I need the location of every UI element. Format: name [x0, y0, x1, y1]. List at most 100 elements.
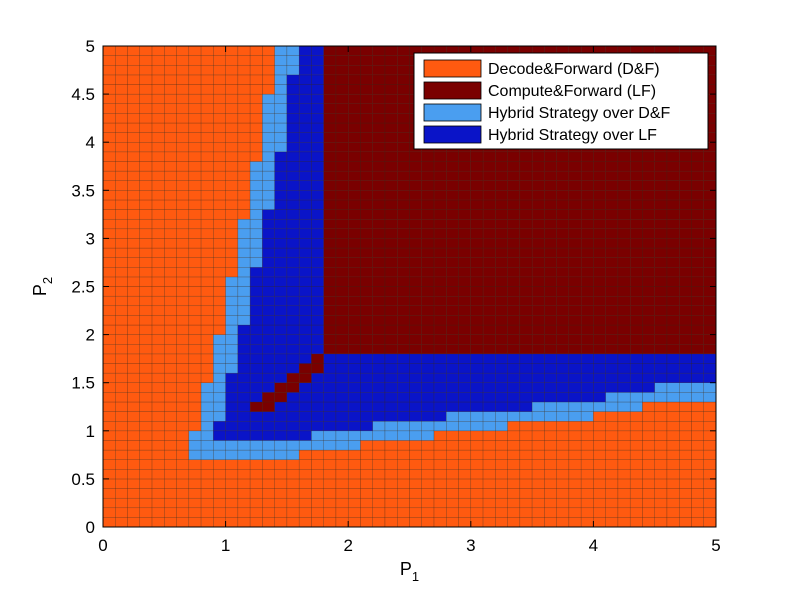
heatmap-cell — [666, 517, 680, 528]
heatmap-cell — [409, 199, 423, 210]
heatmap-cell — [127, 420, 141, 432]
heatmap-cell — [678, 343, 692, 355]
heatmap-cell — [164, 324, 177, 335]
heatmap-cell — [298, 141, 312, 153]
heatmap-cell — [298, 392, 312, 403]
heatmap-cell — [568, 218, 582, 230]
heatmap-cell — [703, 382, 717, 393]
heatmap-cell — [323, 84, 337, 95]
heatmap-cell — [372, 449, 386, 460]
heatmap-cell — [409, 276, 423, 287]
heatmap-cell — [213, 324, 226, 335]
heatmap-cell — [176, 411, 190, 422]
heatmap-cell — [262, 65, 275, 76]
heatmap-cell — [519, 517, 533, 528]
heatmap-cell — [347, 74, 361, 85]
heatmap-cell — [409, 420, 423, 432]
heatmap-cell — [605, 286, 619, 297]
heatmap-cell — [433, 353, 447, 364]
heatmap-cell — [102, 401, 116, 412]
heatmap-cell — [580, 497, 594, 509]
heatmap-cell — [372, 469, 386, 480]
heatmap-cell — [605, 267, 619, 278]
heatmap-cell — [262, 93, 275, 104]
heatmap-cell — [568, 238, 582, 249]
heatmap-cell — [654, 488, 668, 499]
heatmap-cell — [446, 334, 459, 345]
heatmap-cell — [433, 363, 447, 374]
heatmap-cell — [593, 430, 606, 441]
heatmap-cell — [556, 507, 570, 518]
heatmap-cell — [409, 305, 423, 316]
heatmap-cell — [323, 257, 337, 268]
heatmap-cell — [495, 324, 508, 335]
heatmap-cell — [164, 180, 177, 191]
heatmap-cell — [188, 392, 202, 403]
heatmap-cell — [274, 132, 288, 143]
heatmap-cell — [323, 372, 337, 383]
heatmap-cell — [544, 247, 557, 258]
heatmap-cell — [703, 267, 717, 278]
heatmap-cell — [507, 170, 521, 181]
heatmap-cell — [409, 353, 423, 364]
heatmap-cell — [617, 170, 631, 181]
heatmap-cell — [164, 497, 177, 509]
heatmap-cell — [127, 267, 141, 278]
heatmap-cell — [200, 276, 214, 287]
heatmap-cell — [495, 276, 508, 287]
heatmap-cell — [433, 218, 447, 230]
heatmap-cell — [703, 257, 717, 268]
heatmap-cell — [556, 517, 570, 528]
heatmap-cell — [433, 324, 447, 335]
heatmap-cell — [507, 401, 521, 412]
heatmap-cell — [102, 267, 116, 278]
heatmap-cell — [372, 267, 386, 278]
heatmap-cell — [605, 343, 619, 355]
heatmap-cell — [397, 449, 410, 460]
heatmap-cell — [262, 199, 275, 210]
heatmap-cell — [286, 238, 300, 249]
heatmap-cell — [691, 488, 705, 499]
heatmap-cell — [519, 411, 533, 422]
heatmap-cell — [200, 218, 214, 230]
heatmap-cell — [384, 440, 398, 451]
heatmap-cell — [262, 161, 275, 172]
heatmap-cell — [323, 228, 337, 239]
heatmap-cell — [286, 469, 300, 480]
heatmap-cell — [237, 247, 251, 258]
heatmap-cell — [433, 334, 447, 345]
heatmap-cell — [335, 392, 349, 403]
heatmap-cell — [495, 257, 508, 268]
heatmap-cell — [654, 517, 668, 528]
heatmap-cell — [593, 334, 606, 345]
heatmap-cell — [372, 411, 386, 422]
heatmap-cell — [188, 161, 202, 172]
heatmap-cell — [360, 401, 373, 412]
heatmap-cell — [642, 343, 655, 355]
heatmap-cell — [274, 478, 288, 489]
heatmap-cell — [629, 267, 643, 278]
heatmap-cell — [262, 132, 275, 143]
heatmap-cell — [629, 440, 643, 451]
heatmap-cell — [519, 199, 533, 210]
heatmap-cell — [127, 84, 141, 95]
heatmap-cell — [531, 334, 545, 345]
heatmap-cell — [274, 305, 288, 316]
heatmap-cell — [446, 238, 459, 249]
heatmap-cell — [458, 218, 472, 230]
heatmap-cell — [409, 151, 423, 162]
heatmap-cell — [703, 151, 717, 162]
heatmap-cell — [127, 517, 141, 528]
heatmap-cell — [433, 488, 447, 499]
heatmap-cell — [262, 315, 275, 326]
heatmap-cell — [249, 45, 263, 56]
heatmap-cell — [666, 199, 680, 210]
heatmap-cell — [225, 324, 239, 335]
heatmap-cell — [531, 478, 545, 489]
heatmap-cell — [446, 411, 459, 422]
heatmap-cell — [654, 170, 668, 181]
heatmap-cell — [703, 497, 717, 509]
heatmap-cell — [495, 334, 508, 345]
heatmap-cell — [151, 411, 165, 422]
heatmap-cell — [617, 517, 631, 528]
